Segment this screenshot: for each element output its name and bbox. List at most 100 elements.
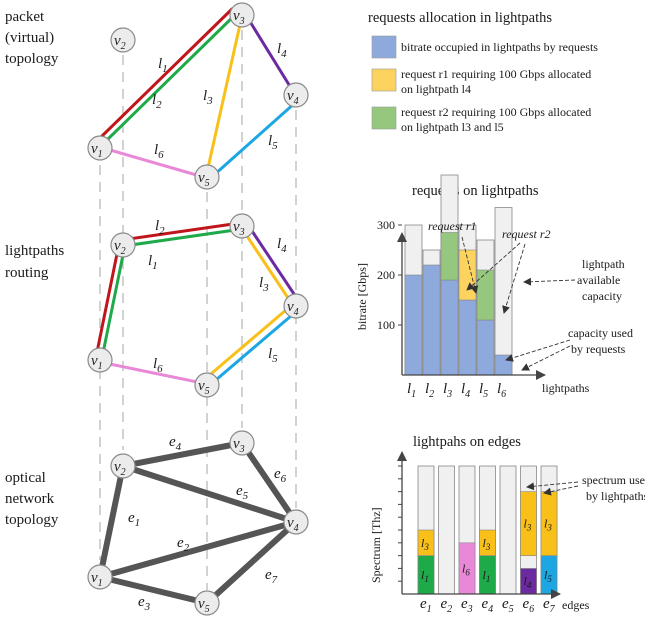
x-tick-l5: l5 <box>479 381 488 400</box>
routing-node-v5: v5 <box>194 372 220 398</box>
packet-link-l5 <box>212 100 298 177</box>
svg-text:v3: v3 <box>233 436 245 455</box>
legend-text-r2-2: on lightpath l3 and l5 <box>401 120 504 134</box>
packet-link-l2 <box>100 7 234 138</box>
y-tick-label: 300 <box>377 218 395 232</box>
edge-label-e1: e1 <box>128 510 140 529</box>
annotation-by-requests: by requests <box>571 342 626 356</box>
requests-chart-ylabel: bitrate [Gbps] <box>355 263 369 330</box>
edges-chart: lightpahs on edges Spectrum [Thz] l1 l3 l6… <box>369 434 645 615</box>
edge-e3 <box>97 574 210 606</box>
edge-label-e2: e2 <box>177 535 190 554</box>
requests-chart: requests on lightpaths bitrate [Gbps] 10… <box>355 174 633 400</box>
optical-nodes: v2 v3 v4 v1 v5 <box>87 430 309 616</box>
arrow-used-b <box>521 345 571 371</box>
edge-e2 <box>97 519 299 580</box>
vertical-guides <box>99 30 297 590</box>
lightpaths-routing-label-2: routing <box>5 265 49 281</box>
routing-label-l5: l5 <box>268 346 278 365</box>
packet-nodes: v2 v3 v4 v1 v5 <box>87 2 309 190</box>
requests-chart-arrows <box>461 236 576 371</box>
annotation-capacity: capacity <box>582 289 622 303</box>
edge-label-e4: e4 <box>169 434 182 453</box>
x-tick-l2: l2 <box>425 381 434 400</box>
optical-node-v2: v2 <box>110 453 136 479</box>
routing-nodes: v2 v3 v4 v1 v5 <box>87 213 309 398</box>
requests-chart-bars <box>404 174 513 376</box>
edge-label-e7: e7 <box>265 567 278 586</box>
optical-topology: e1 e2 e3 e4 e5 e6 e7 v2 v3 v4 v1 v5 <box>87 430 309 616</box>
routing-l2-e1 <box>94 247 120 359</box>
legend-text-r2-1: request r2 requiring 100 Gbps allocated <box>401 105 591 119</box>
edge-e4 <box>120 440 245 469</box>
annotation-by-lightpaths: by lightpaths <box>586 489 645 503</box>
edge-seg-label-e7-l5: l5 <box>544 568 552 584</box>
packet-label-l6: l6 <box>154 142 164 161</box>
x-tick-l4: l4 <box>461 381 470 400</box>
routing-label-l3: l3 <box>259 275 269 294</box>
edge-seg-e6-free <box>520 555 537 569</box>
lightpaths-routing: l2 l1 l4 l3 l5 l6 v2 v3 v4 v1 v5 <box>87 213 309 398</box>
edge-e6 <box>239 440 299 525</box>
left-labels: packet (virtual) topology lightpaths rou… <box>5 9 64 528</box>
edge-e5 <box>120 463 299 525</box>
bar-segment-l1-0 <box>404 274 423 376</box>
packet-label-l2: l2 <box>152 92 162 111</box>
requests-chart-yticks: 100 200 300 <box>377 218 402 332</box>
legend: requests allocation in lightpaths bitrat… <box>368 10 598 134</box>
edge-seg-label-e3-l6: l6 <box>462 561 470 577</box>
svg-text:v1: v1 <box>91 570 103 589</box>
routing-node-v2: v2 <box>110 232 136 258</box>
packet-link-l1 <box>105 11 239 142</box>
x-tick-e3: e3 <box>461 596 473 615</box>
svg-text:v5: v5 <box>198 378 210 397</box>
routing-link-labels: l2 l1 l4 l3 l5 l6 <box>148 218 287 375</box>
legend-text-occupied: bitrate occupied in lightpaths by reques… <box>401 40 598 54</box>
routing-links <box>94 220 302 387</box>
legend-text-r1-2: on lightpath l4 <box>401 82 471 96</box>
edge-seg-label-e4-l1: l1 <box>483 568 491 584</box>
optical-node-v1: v1 <box>87 564 113 590</box>
packet-links <box>100 7 298 178</box>
edge-seg-e4-l3 <box>479 529 496 556</box>
requests-chart-title: requests on lightpaths <box>412 183 539 199</box>
svg-text:v3: v3 <box>233 219 245 238</box>
requests-chart-xlabel: lightpaths <box>542 381 590 395</box>
bar-segment-l4-0 <box>458 299 477 376</box>
routing-l1-e4 <box>122 227 244 248</box>
packet-link-labels: l1 l2 l3 l4 l5 l6 <box>152 41 287 161</box>
packet-node-v2: v2 <box>110 27 136 53</box>
edges-chart-ylabel: Spectrum [Thz] <box>369 507 383 583</box>
packet-label-l5: l5 <box>268 133 278 152</box>
edge-seg-label-e7-l3: l3 <box>544 517 552 533</box>
routing-label-l4: l4 <box>277 236 287 255</box>
x-tick-e7: e7 <box>543 596 556 615</box>
packet-topology-label-3: topology <box>5 51 59 67</box>
routing-node-v4: v4 <box>283 293 309 319</box>
svg-text:v5: v5 <box>198 170 210 189</box>
legend-title: requests allocation in lightpaths <box>368 10 552 26</box>
bar-segment-l6-0 <box>494 354 513 376</box>
annotation-request-r2: request r2 <box>502 227 551 241</box>
y-tick-label: 100 <box>377 318 395 332</box>
routing-l6-e3 <box>98 360 209 386</box>
edge-seg-e6-l3 <box>520 491 537 556</box>
x-tick-l3: l3 <box>443 381 452 400</box>
packet-label-l1: l1 <box>158 56 168 75</box>
svg-text:v4: v4 <box>287 299 299 318</box>
routing-l3-e7 <box>203 302 295 381</box>
edges-chart-ticks <box>398 465 402 582</box>
bar-segment-l2-0 <box>422 264 441 376</box>
x-tick-e6: e6 <box>523 596 535 615</box>
packet-link-l4 <box>247 18 293 90</box>
edge-e7 <box>204 519 299 606</box>
edge-label-e3: e3 <box>138 594 151 613</box>
annotation-request-r1: request r1 <box>428 219 477 233</box>
packet-node-v1: v1 <box>87 135 113 161</box>
packet-node-v4: v4 <box>283 82 309 108</box>
edge-seg-label-e6-l3: l3 <box>524 517 532 533</box>
packet-node-v3: v3 <box>229 2 255 28</box>
edge-seg-label-e4-l3: l3 <box>483 536 491 552</box>
annotation-spectrum-used: spectrum used <box>582 473 645 487</box>
packet-topology-label-1: packet <box>5 9 45 25</box>
